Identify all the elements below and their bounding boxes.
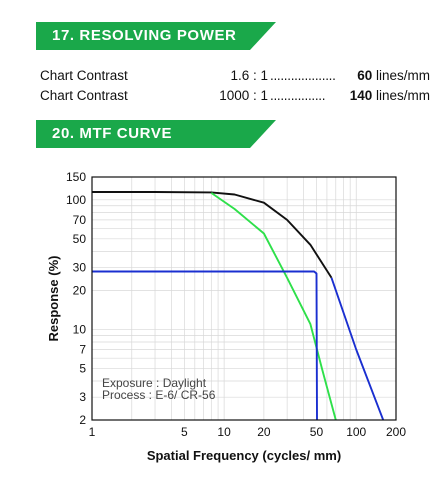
- x-tick-label: 50: [310, 425, 324, 439]
- x-tick-label: 20: [257, 425, 271, 439]
- mtf-series-line: [92, 191, 333, 279]
- y-tick-labels: 150 100 70 50 30 20 10 7 5 3 2: [66, 170, 86, 427]
- row-leader: ...................: [270, 68, 336, 83]
- plot-frame: [91, 176, 397, 421]
- process-note: Process : E-6/ CR-56: [102, 388, 216, 402]
- row-unit: lines/mm: [375, 88, 430, 103]
- row-value: 60: [357, 68, 373, 83]
- y-tick-label: 50: [73, 232, 87, 246]
- resolving-row: Chart Contrast 1.6 : 1 .................…: [40, 68, 430, 86]
- row-leader: ................: [270, 88, 326, 103]
- banner-shape: [36, 120, 276, 148]
- mtf-curve-banner: 20. MTF CURVE: [36, 120, 276, 148]
- row-label: Chart Contrast: [40, 88, 128, 103]
- x-tick-label: 200: [386, 425, 406, 439]
- y-tick-label: 2: [79, 413, 86, 427]
- row-value-group: 60 lines/mm: [357, 68, 430, 83]
- y-axis-label: Response (%): [46, 256, 61, 342]
- x-tick-label: 100: [346, 425, 366, 439]
- y-tick-label: 150: [66, 170, 86, 184]
- x-axis-label: Spatial Frequency (cycles/ mm): [147, 448, 341, 463]
- y-tick-label: 20: [73, 283, 87, 297]
- mtf-series-line: [210, 192, 337, 421]
- mtf-series-line: [330, 277, 385, 421]
- x-tick-labels: 1 5 10 20 50 100 200: [89, 425, 407, 439]
- row-ratio: 1000 : 1: [219, 88, 268, 103]
- y-tick-label: 100: [66, 193, 86, 207]
- y-tick-label: 7: [79, 342, 86, 356]
- row-label: Chart Contrast: [40, 68, 128, 83]
- y-tick-label: 30: [73, 261, 87, 275]
- row-value-group: 140 lines/mm: [350, 88, 430, 103]
- y-tick-label: 3: [79, 390, 86, 404]
- x-tick-label: 5: [181, 425, 188, 439]
- chart-curves: [92, 191, 385, 421]
- resolving-power-heading: 17. RESOLVING POWER: [52, 27, 237, 44]
- mtf-series-line: [92, 270, 318, 421]
- y-tick-label: 10: [73, 322, 87, 336]
- banner-shape: [36, 22, 276, 50]
- y-tick-label: 5: [79, 361, 86, 375]
- exposure-note: Exposure : Daylight: [102, 376, 207, 390]
- resolving-power-banner: 17. RESOLVING POWER: [36, 22, 276, 50]
- row-ratio: 1.6 : 1: [230, 68, 268, 83]
- x-tick-label: 1: [89, 425, 96, 439]
- x-tick-label: 10: [217, 425, 231, 439]
- resolving-row: Chart Contrast 1000 : 1 ................…: [40, 88, 430, 106]
- y-tick-label: 70: [73, 213, 87, 227]
- mtf-chart: 150 100 70 50 30 20 10 7 5 3 2 1 5 10 20 50 100 200 Resp…: [46, 170, 407, 463]
- row-unit: lines/mm: [375, 68, 430, 83]
- row-value: 140: [349, 88, 373, 103]
- mtf-curve-heading: 20. MTF CURVE: [52, 125, 173, 142]
